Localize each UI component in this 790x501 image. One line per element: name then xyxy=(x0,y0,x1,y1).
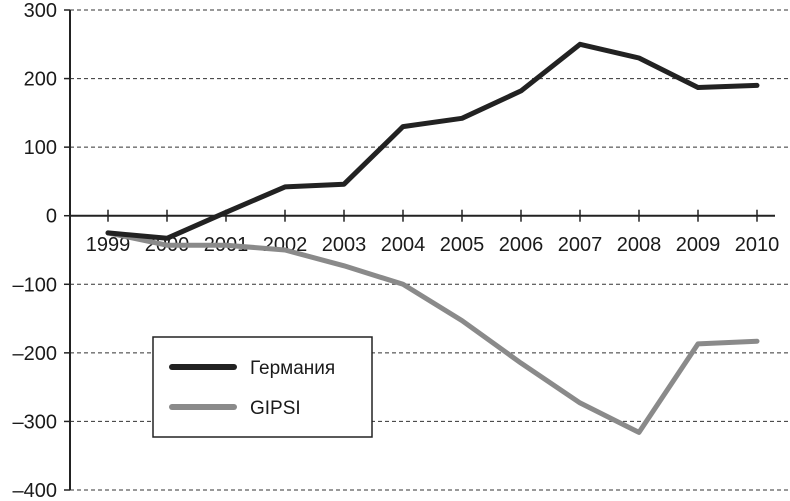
x-tick-label: 1999 xyxy=(86,234,131,256)
x-tick-label: 2007 xyxy=(558,234,603,256)
y-tick-label: 0 xyxy=(46,206,57,228)
series-line-gipsi xyxy=(105,230,760,435)
gridlines xyxy=(70,9,790,491)
y-tick-label: –100 xyxy=(13,274,58,296)
series-lines xyxy=(105,41,760,435)
axes xyxy=(64,9,775,491)
y-tick-label: –400 xyxy=(13,480,58,501)
legend-label-germany: Германия xyxy=(250,358,335,379)
y-tick-labels: 300 200 100 0 –100 –200 –300 –400 xyxy=(13,0,58,501)
legend-label-gipsi: GIPSI xyxy=(250,398,301,419)
legend-box xyxy=(152,336,373,438)
legend: Германия GIPSI xyxy=(152,336,373,438)
y-tick-label: 300 xyxy=(24,0,57,22)
x-tick-label: 2008 xyxy=(617,234,662,256)
series-line-germany xyxy=(105,41,760,241)
x-tick-label: 2009 xyxy=(676,234,721,256)
y-tick-label: 200 xyxy=(24,69,57,91)
y-tick-label: –200 xyxy=(13,343,58,365)
x-tick-label: 2004 xyxy=(381,234,426,256)
x-tick-label: 2006 xyxy=(499,234,544,256)
x-tick-label: 2010 xyxy=(735,234,780,256)
y-tick-label: 100 xyxy=(24,137,57,159)
x-tick-label: 2005 xyxy=(440,234,485,256)
x-tick-label: 2003 xyxy=(322,234,367,256)
y-tick-label: –300 xyxy=(13,411,58,433)
